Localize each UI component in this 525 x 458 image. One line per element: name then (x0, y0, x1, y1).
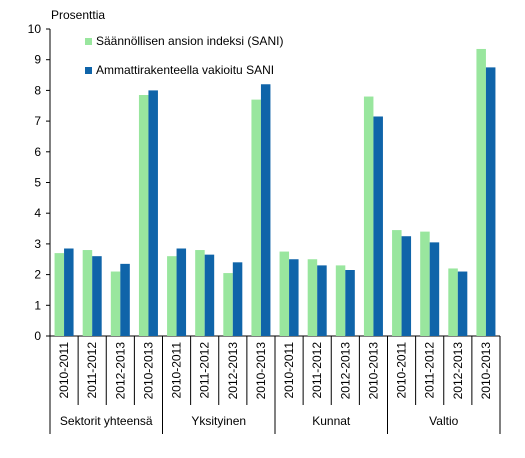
x-category-label: 2012-2013 (338, 342, 352, 400)
group-label: Kunnat (312, 414, 351, 428)
bar-series2-2 (92, 256, 102, 336)
y-tick-label: 2 (34, 268, 41, 282)
x-category-label: 2011-2012 (423, 342, 437, 399)
bar-series1-6 (195, 250, 205, 336)
bar-series2-1 (64, 248, 74, 336)
legend-swatch (85, 67, 92, 74)
x-category-label: 2010-2013 (254, 342, 268, 400)
bar-series2-9 (289, 259, 299, 336)
bar-series2-11 (345, 270, 355, 336)
bar-series2-12 (373, 116, 383, 337)
y-tick-label: 7 (34, 114, 41, 128)
y-tick-label: 10 (28, 22, 42, 36)
x-category-label: 2011-2012 (85, 342, 99, 399)
bar-series2-7 (232, 262, 243, 336)
y-tick-label: 5 (34, 176, 41, 190)
bar-series1-14 (420, 231, 430, 336)
bar-series2-3 (120, 263, 130, 336)
x-category-label: 2010-2011 (395, 342, 409, 399)
x-category-label: 2011-2012 (310, 342, 324, 399)
bar-series1-16 (476, 48, 486, 337)
bars (54, 48, 496, 337)
y-tick-label: 6 (34, 145, 41, 159)
x-category-label: 2010-2013 (141, 342, 155, 400)
x-category-label: 2012-2013 (113, 342, 127, 400)
x-category-label: 2010-2011 (170, 342, 184, 399)
axes: 0 1 2 3 4 5 6 7 8 9 10 2010-2011 2011-2012 2012-2013 2… (28, 22, 501, 434)
bar-series1-2 (82, 250, 93, 336)
bar-series2-6 (204, 254, 215, 336)
bar-series2-13 (401, 236, 412, 336)
bar-series2-15 (457, 271, 468, 336)
y-tick-label: 0 (34, 329, 41, 343)
y-tick-label: 4 (34, 206, 41, 220)
y-tick-label: 8 (34, 83, 41, 97)
unit-label: Prosenttia (51, 8, 105, 22)
bar-series1-1 (54, 253, 65, 336)
bar-series1-8 (251, 99, 261, 336)
bar-series1-10 (307, 259, 318, 336)
x-category-label: 2010-2011 (57, 342, 71, 399)
y-tick-label: 1 (34, 298, 41, 312)
bar-series1-13 (392, 230, 402, 336)
bar-series2-4 (148, 90, 158, 337)
y-tick-label: 9 (34, 53, 41, 67)
bar-series2-5 (176, 248, 187, 336)
group-label: Valtio (429, 414, 458, 428)
x-category-label: 2012-2013 (451, 342, 465, 400)
bar-series1-7 (223, 273, 233, 336)
bar-series1-5 (167, 256, 177, 336)
x-category-label: 2012-2013 (226, 342, 240, 400)
legend-swatch (85, 38, 92, 45)
y-tick-label: 3 (34, 237, 41, 251)
x-category-label: 2011-2012 (198, 342, 212, 399)
bar-series2-16 (485, 67, 496, 337)
x-category-label: 2010-2013 (479, 342, 493, 400)
legend: Säännöllisen ansion indeksi (SANI) Ammatt… (85, 34, 283, 77)
bar-series2-8 (260, 84, 271, 336)
bar-series1-9 (279, 251, 290, 336)
bar-series2-10 (317, 265, 327, 336)
legend-label: Säännöllisen ansion indeksi (SANI) (96, 34, 283, 48)
group-label: Sektorit yhteensä (60, 414, 153, 428)
x-category-label: 2010-2011 (282, 342, 296, 399)
legend-label: Ammattirakenteella vakioitu SANI (96, 63, 274, 77)
bar-series1-12 (363, 96, 374, 336)
x-category-label: 2010-2013 (366, 342, 380, 400)
bar-series1-15 (448, 268, 458, 336)
bar-series1-3 (110, 271, 121, 336)
bar-series2-14 (429, 242, 440, 336)
bar-series1-4 (138, 95, 149, 336)
bar-series1-11 (335, 265, 346, 336)
group-label: Yksityinen (191, 414, 246, 428)
